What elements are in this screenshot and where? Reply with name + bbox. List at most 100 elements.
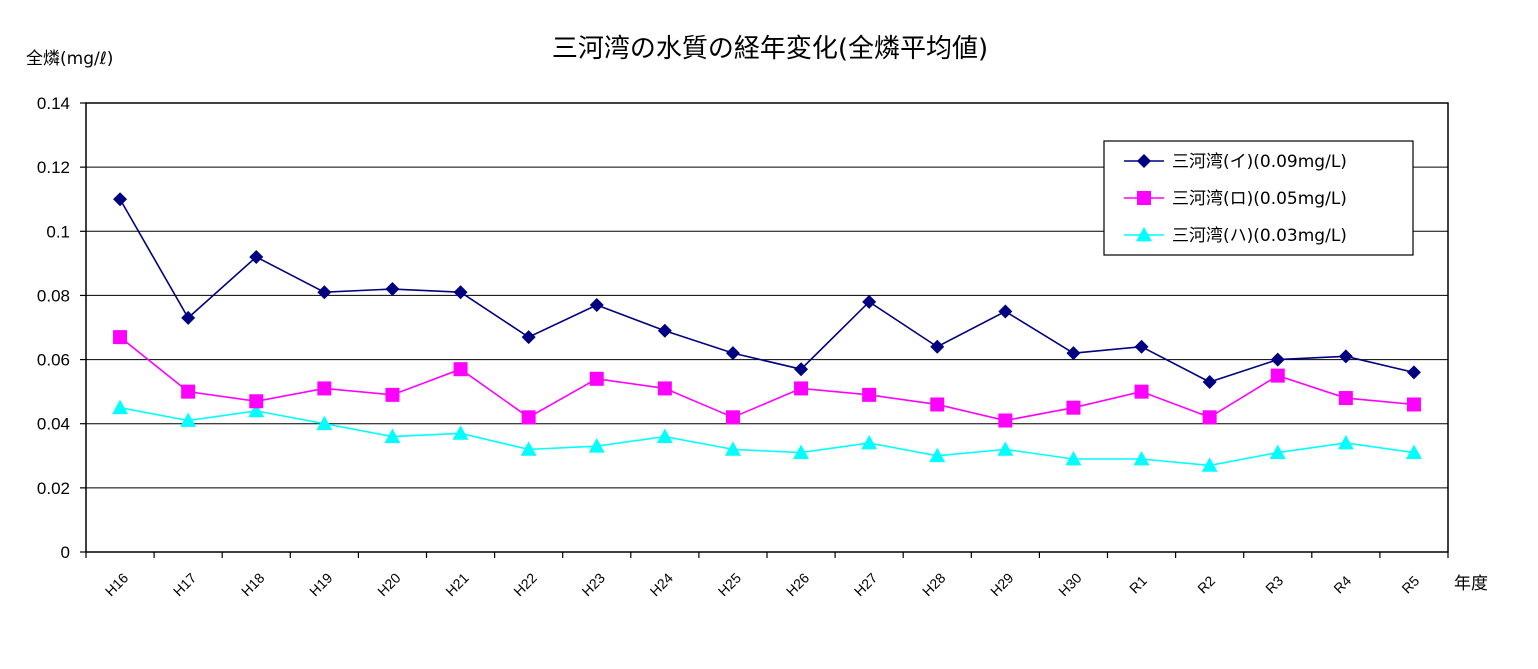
- gridlines: [86, 166, 1448, 489]
- data-point: [453, 362, 468, 377]
- data-point: [113, 330, 128, 345]
- data-point: [1338, 391, 1353, 406]
- data-point: [588, 438, 605, 453]
- data-point: [861, 434, 878, 450]
- data-point: [1270, 368, 1285, 383]
- data-point: [521, 410, 536, 425]
- data-point: [656, 428, 673, 443]
- x-tick-label: H18: [238, 570, 268, 600]
- data-point: [384, 428, 401, 443]
- x-tick-label: H19: [306, 570, 336, 600]
- x-tick-label: R5: [1398, 572, 1422, 596]
- data-point: [1406, 397, 1421, 412]
- x-tick-label: H20: [374, 570, 404, 600]
- data-point: [385, 387, 400, 402]
- series-line: [119, 198, 1415, 383]
- legend-marker: [1136, 227, 1152, 242]
- data-point: [997, 441, 1014, 456]
- data-point: [725, 346, 740, 361]
- data-point: [1405, 444, 1422, 459]
- data-point: [1269, 444, 1286, 459]
- data-point: [1337, 434, 1354, 450]
- data-point: [181, 384, 196, 399]
- data-point: [180, 412, 197, 427]
- x-tick-label: R2: [1194, 572, 1218, 596]
- x-axis-label: 年度: [1454, 574, 1488, 594]
- x-tick-label: R3: [1262, 572, 1286, 596]
- data-point: [316, 415, 333, 431]
- data-point: [521, 330, 536, 345]
- data-point: [657, 381, 672, 396]
- series-group: [112, 192, 1422, 472]
- data-point: [317, 285, 332, 300]
- data-point: [862, 387, 877, 402]
- data-point: [1134, 339, 1149, 354]
- x-tick-label: H16: [102, 570, 132, 600]
- data-point: [520, 441, 537, 456]
- x-tick-label: H21: [442, 570, 472, 600]
- data-point: [589, 298, 604, 313]
- x-tick-label: H25: [715, 570, 745, 600]
- data-point: [794, 381, 809, 396]
- x-tick-label: H24: [647, 570, 677, 600]
- series-line: [119, 406, 1415, 467]
- x-tick-label: H29: [987, 570, 1017, 600]
- data-point: [181, 310, 196, 325]
- data-point: [725, 410, 740, 425]
- data-point: [453, 285, 468, 300]
- data-point: [1202, 375, 1217, 390]
- data-point: [1201, 457, 1218, 472]
- legend-label: 三河湾(ハ)(0.03mg/L): [1172, 226, 1347, 246]
- data-point: [248, 402, 265, 418]
- data-point: [249, 249, 264, 264]
- legend-marker: [1137, 154, 1151, 168]
- x-tick-label: H26: [783, 570, 813, 600]
- data-point: [1406, 365, 1421, 380]
- data-point: [657, 323, 672, 338]
- data-point: [452, 425, 469, 440]
- data-point: [1202, 410, 1217, 425]
- data-point: [113, 192, 128, 207]
- data-point: [1270, 352, 1285, 367]
- data-point: [724, 441, 741, 456]
- y-tick-label: 0.14: [37, 94, 70, 113]
- data-point: [1066, 400, 1081, 415]
- legend-label: 三河湾(ロ)(0.05mg/L): [1172, 189, 1347, 209]
- data-point: [930, 339, 945, 354]
- x-tick-label: H22: [510, 570, 540, 600]
- series-1: [113, 192, 1421, 390]
- data-point: [793, 444, 810, 459]
- data-point: [1065, 450, 1082, 466]
- data-point: [1066, 346, 1081, 361]
- x-tick-label: H17: [170, 570, 200, 600]
- data-point: [317, 381, 332, 396]
- chart-title: 三河湾の水質の経年変化(全燐平均値): [552, 34, 988, 64]
- legend-label: 三河湾(イ)(0.09mg/L): [1172, 152, 1347, 172]
- y-tick-label: 0: [61, 543, 70, 562]
- y-tick-label: 0.04: [37, 415, 70, 434]
- data-point: [249, 394, 264, 409]
- x-tick-label: H30: [1055, 570, 1085, 600]
- series-line: [119, 336, 1415, 422]
- y-tick-label: 0.06: [37, 351, 70, 370]
- y-tick-label: 0.12: [37, 158, 70, 177]
- legend: 三河湾(イ)(0.09mg/L) 三河湾(ロ)(0.05mg/L) 三河湾(ハ)(0…: [1103, 140, 1414, 256]
- x-tick-label: H23: [578, 570, 608, 600]
- data-point: [998, 304, 1013, 319]
- data-point: [930, 397, 945, 412]
- series-2: [113, 330, 1421, 428]
- legend-marker: [1137, 191, 1151, 205]
- data-point: [1133, 450, 1150, 466]
- x-tick-label: R4: [1330, 572, 1354, 596]
- x-tick-label: R1: [1126, 572, 1150, 596]
- y-axis-label: 全燐(mg/ℓ): [26, 49, 113, 69]
- data-point: [929, 447, 946, 463]
- x-tick-label: H28: [919, 570, 949, 600]
- data-point: [1134, 384, 1149, 399]
- x-tick-label: H27: [851, 570, 881, 600]
- series-3: [112, 399, 1422, 472]
- y-tick-label: 0.08: [37, 286, 70, 305]
- data-point: [998, 413, 1013, 428]
- data-point: [794, 362, 809, 377]
